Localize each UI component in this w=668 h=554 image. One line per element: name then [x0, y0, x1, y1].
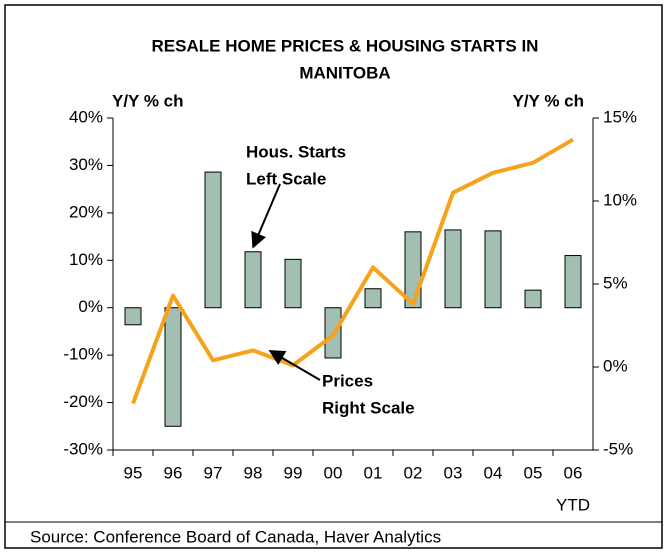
y-tick-label: 10% — [69, 250, 103, 269]
bar — [204, 171, 222, 309]
y2-tick-label: 0% — [603, 356, 628, 375]
x-tick-label: 01 — [364, 463, 383, 482]
line — [131, 137, 575, 405]
x-tick-label: 96 — [164, 463, 183, 482]
chart-title: RESALE HOME PRICES & HOUSING STARTS IN — [152, 36, 539, 55]
annotation-arrow — [268, 349, 321, 381]
annotation-arrow — [251, 183, 281, 249]
y-axis-label: Y/Y % ch — [112, 91, 184, 110]
bar — [364, 288, 382, 309]
bar — [524, 289, 542, 309]
bar — [284, 258, 302, 309]
y-tick-label: 0% — [78, 297, 103, 316]
source: Source: Conference Board of Canada, Have… — [30, 527, 441, 546]
chart-title: MANITOBA — [299, 63, 390, 82]
y2-tick-label: -5% — [603, 439, 633, 458]
bar — [564, 255, 582, 309]
frame — [4, 4, 663, 549]
bar — [124, 307, 142, 326]
annotation: Right Scale — [322, 398, 415, 417]
bar — [164, 307, 182, 427]
x-tick-label: 03 — [444, 463, 463, 482]
y-tick-label: -30% — [63, 439, 103, 458]
annotation: Hous. Starts — [246, 142, 346, 161]
y-tick-label: 20% — [69, 202, 103, 221]
bar — [244, 251, 262, 309]
x-tick-label: 02 — [404, 463, 423, 482]
y2-tick-label: 15% — [603, 107, 637, 126]
bar — [484, 230, 502, 309]
bar — [444, 229, 462, 309]
annotation: Left Scale — [246, 169, 326, 188]
y2-axis-label: Y/Y % ch — [513, 91, 585, 110]
x-tick-label: 95 — [124, 463, 143, 482]
x-tick-label: 98 — [244, 463, 263, 482]
y2-tick-label: 5% — [603, 273, 628, 292]
x-tick-label: 06 — [564, 463, 583, 482]
x-tick-label: 04 — [484, 463, 503, 482]
y-tick-label: 30% — [69, 155, 103, 174]
y2-tick-label: 10% — [603, 190, 637, 209]
x-tick-label: 99 — [284, 463, 303, 482]
x-tick-label: 00 — [324, 463, 343, 482]
y-tick-label: 40% — [69, 107, 103, 126]
x-tick-label: 97 — [204, 463, 223, 482]
annotation: Prices — [322, 371, 373, 390]
y-tick-label: -10% — [63, 345, 103, 364]
x-tick-note: YTD — [556, 495, 590, 514]
y-tick-label: -20% — [63, 392, 103, 411]
x-tick-label: 05 — [524, 463, 543, 482]
